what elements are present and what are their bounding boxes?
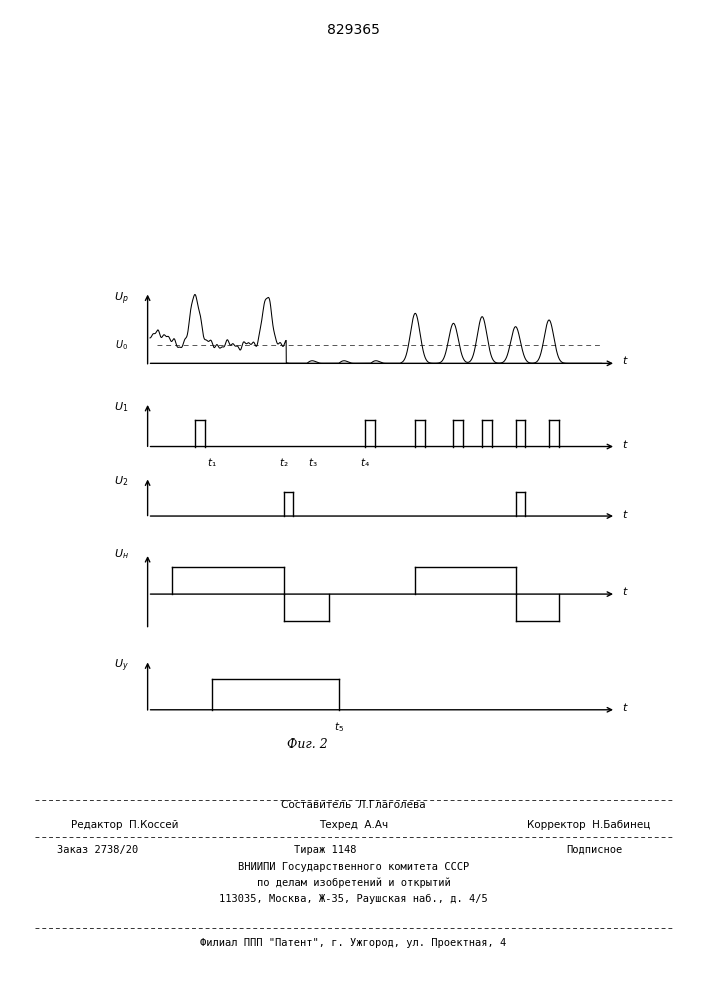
Text: $U_н$: $U_н$ xyxy=(114,548,129,561)
Text: Заказ 2738/20: Заказ 2738/20 xyxy=(57,845,138,855)
Text: $U_р$: $U_р$ xyxy=(114,290,129,307)
Text: $t₃$: $t₃$ xyxy=(308,456,317,468)
Text: Составитель  Л.Глаголева: Составитель Л.Глаголева xyxy=(281,800,426,810)
Text: Корректор  Н.Бабинец: Корректор Н.Бабинец xyxy=(527,820,650,830)
Text: $t₁$: $t₁$ xyxy=(207,456,217,468)
Text: Техред  А.Ач: Техред А.Ач xyxy=(319,820,388,830)
Text: Подписное: Подписное xyxy=(566,845,622,855)
Text: $U_1$: $U_1$ xyxy=(114,401,129,414)
Text: $t$: $t$ xyxy=(622,585,629,597)
Text: по делам изобретений и открытий: по делам изобретений и открытий xyxy=(257,878,450,888)
Text: $U_2$: $U_2$ xyxy=(115,474,129,488)
Text: ВНИИПИ Государственного комитета СССР: ВНИИПИ Государственного комитета СССР xyxy=(238,862,469,872)
Text: Тираж 1148: Тираж 1148 xyxy=(294,845,356,855)
Text: $t₂$: $t₂$ xyxy=(279,456,288,468)
Text: Редактор  П.Коссей: Редактор П.Коссей xyxy=(71,820,178,830)
Text: $t$: $t$ xyxy=(622,701,629,713)
Text: $t$: $t$ xyxy=(622,508,629,520)
Text: $t$: $t$ xyxy=(622,438,629,450)
Text: Филиал ППП "Патент", г. Ужгород, ул. Проектная, 4: Филиал ППП "Патент", г. Ужгород, ул. Про… xyxy=(200,938,507,948)
Text: $t₄$: $t₄$ xyxy=(360,456,370,468)
Text: $U_у$: $U_у$ xyxy=(114,657,129,674)
Text: 113035, Москва, Ж-35, Раушская наб., д. 4/5: 113035, Москва, Ж-35, Раушская наб., д. … xyxy=(219,894,488,904)
Text: Фиг. 2: Фиг. 2 xyxy=(287,738,328,752)
Text: 829365: 829365 xyxy=(327,23,380,37)
Text: $t$: $t$ xyxy=(622,354,629,366)
Text: $U_0$: $U_0$ xyxy=(115,338,129,352)
Text: $t_5$: $t_5$ xyxy=(334,720,344,734)
